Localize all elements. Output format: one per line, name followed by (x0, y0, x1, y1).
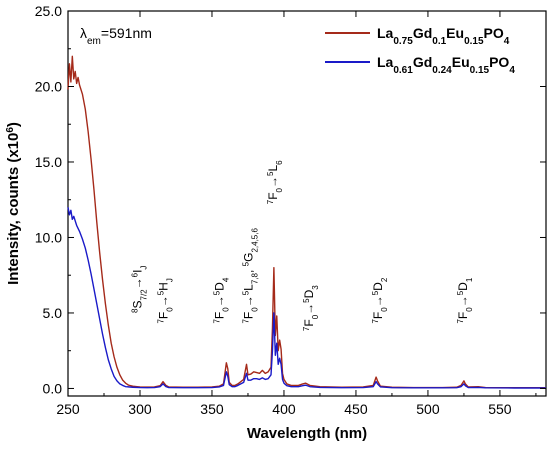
transition-label-5: 7F0→5L6 (265, 160, 283, 204)
transition-label-3: 7F0→5D4 (212, 277, 230, 323)
transition-label-1: 8S7/2→6IJ (130, 266, 148, 313)
x-tick-label: 500 (416, 401, 440, 417)
x-tick-label: 450 (344, 401, 368, 417)
x-tick-label: 350 (200, 401, 224, 417)
ticks-layer: 250 300 350 400 450 500 550 0.0 5.0 10.0 15.0 20.0 2… (35, 3, 546, 417)
x-tick-label: 250 (56, 401, 80, 417)
series-line-1 (67, 55, 546, 389)
y-tick-label: 10.0 (35, 229, 62, 245)
excitation-wavelength-label: λem=591nm (80, 25, 152, 47)
transition-label-4: 7F0→5L7,8, 5G2,4,5,6 (241, 228, 259, 324)
x-tick-label: 550 (488, 401, 512, 417)
y-tick-label: 5.0 (43, 305, 63, 321)
x-tick-label: 400 (272, 401, 296, 417)
transition-annotations: 8S7/2→6IJ 7F0→5HJ 7F0→5D4 7F0→5L7,8, 5G2,4,… (130, 160, 473, 331)
legend-label-1: La0.75Gd0.1Eu0.15PO4 (377, 25, 510, 47)
series-line-2 (67, 207, 546, 389)
y-axis-title: Intensity, counts (x106) (5, 122, 23, 285)
y-tick-label: 25.0 (35, 3, 62, 19)
y-tick-label: 0.0 (43, 380, 63, 396)
transition-label-7: 7F0→5D2 (370, 277, 388, 323)
series-layer (67, 55, 546, 389)
transition-label-8: 7F0→5D1 (455, 277, 473, 323)
transition-label-6: 7F0→5D3 (301, 285, 319, 331)
legend-label-2: La0.61Gd0.24Eu0.15PO4 (377, 54, 515, 76)
legend: La0.75Gd0.1Eu0.15PO4 La0.61Gd0.24Eu0.15PO… (325, 25, 515, 76)
transition-label-2: 7F0→5HJ (156, 278, 174, 323)
x-axis-title: Wavelength (nm) (247, 425, 367, 442)
x-tick-label: 300 (128, 401, 152, 417)
plot-frame (67, 10, 547, 397)
y-tick-label: 20.0 (35, 78, 62, 94)
y-tick-label: 15.0 (35, 154, 62, 170)
